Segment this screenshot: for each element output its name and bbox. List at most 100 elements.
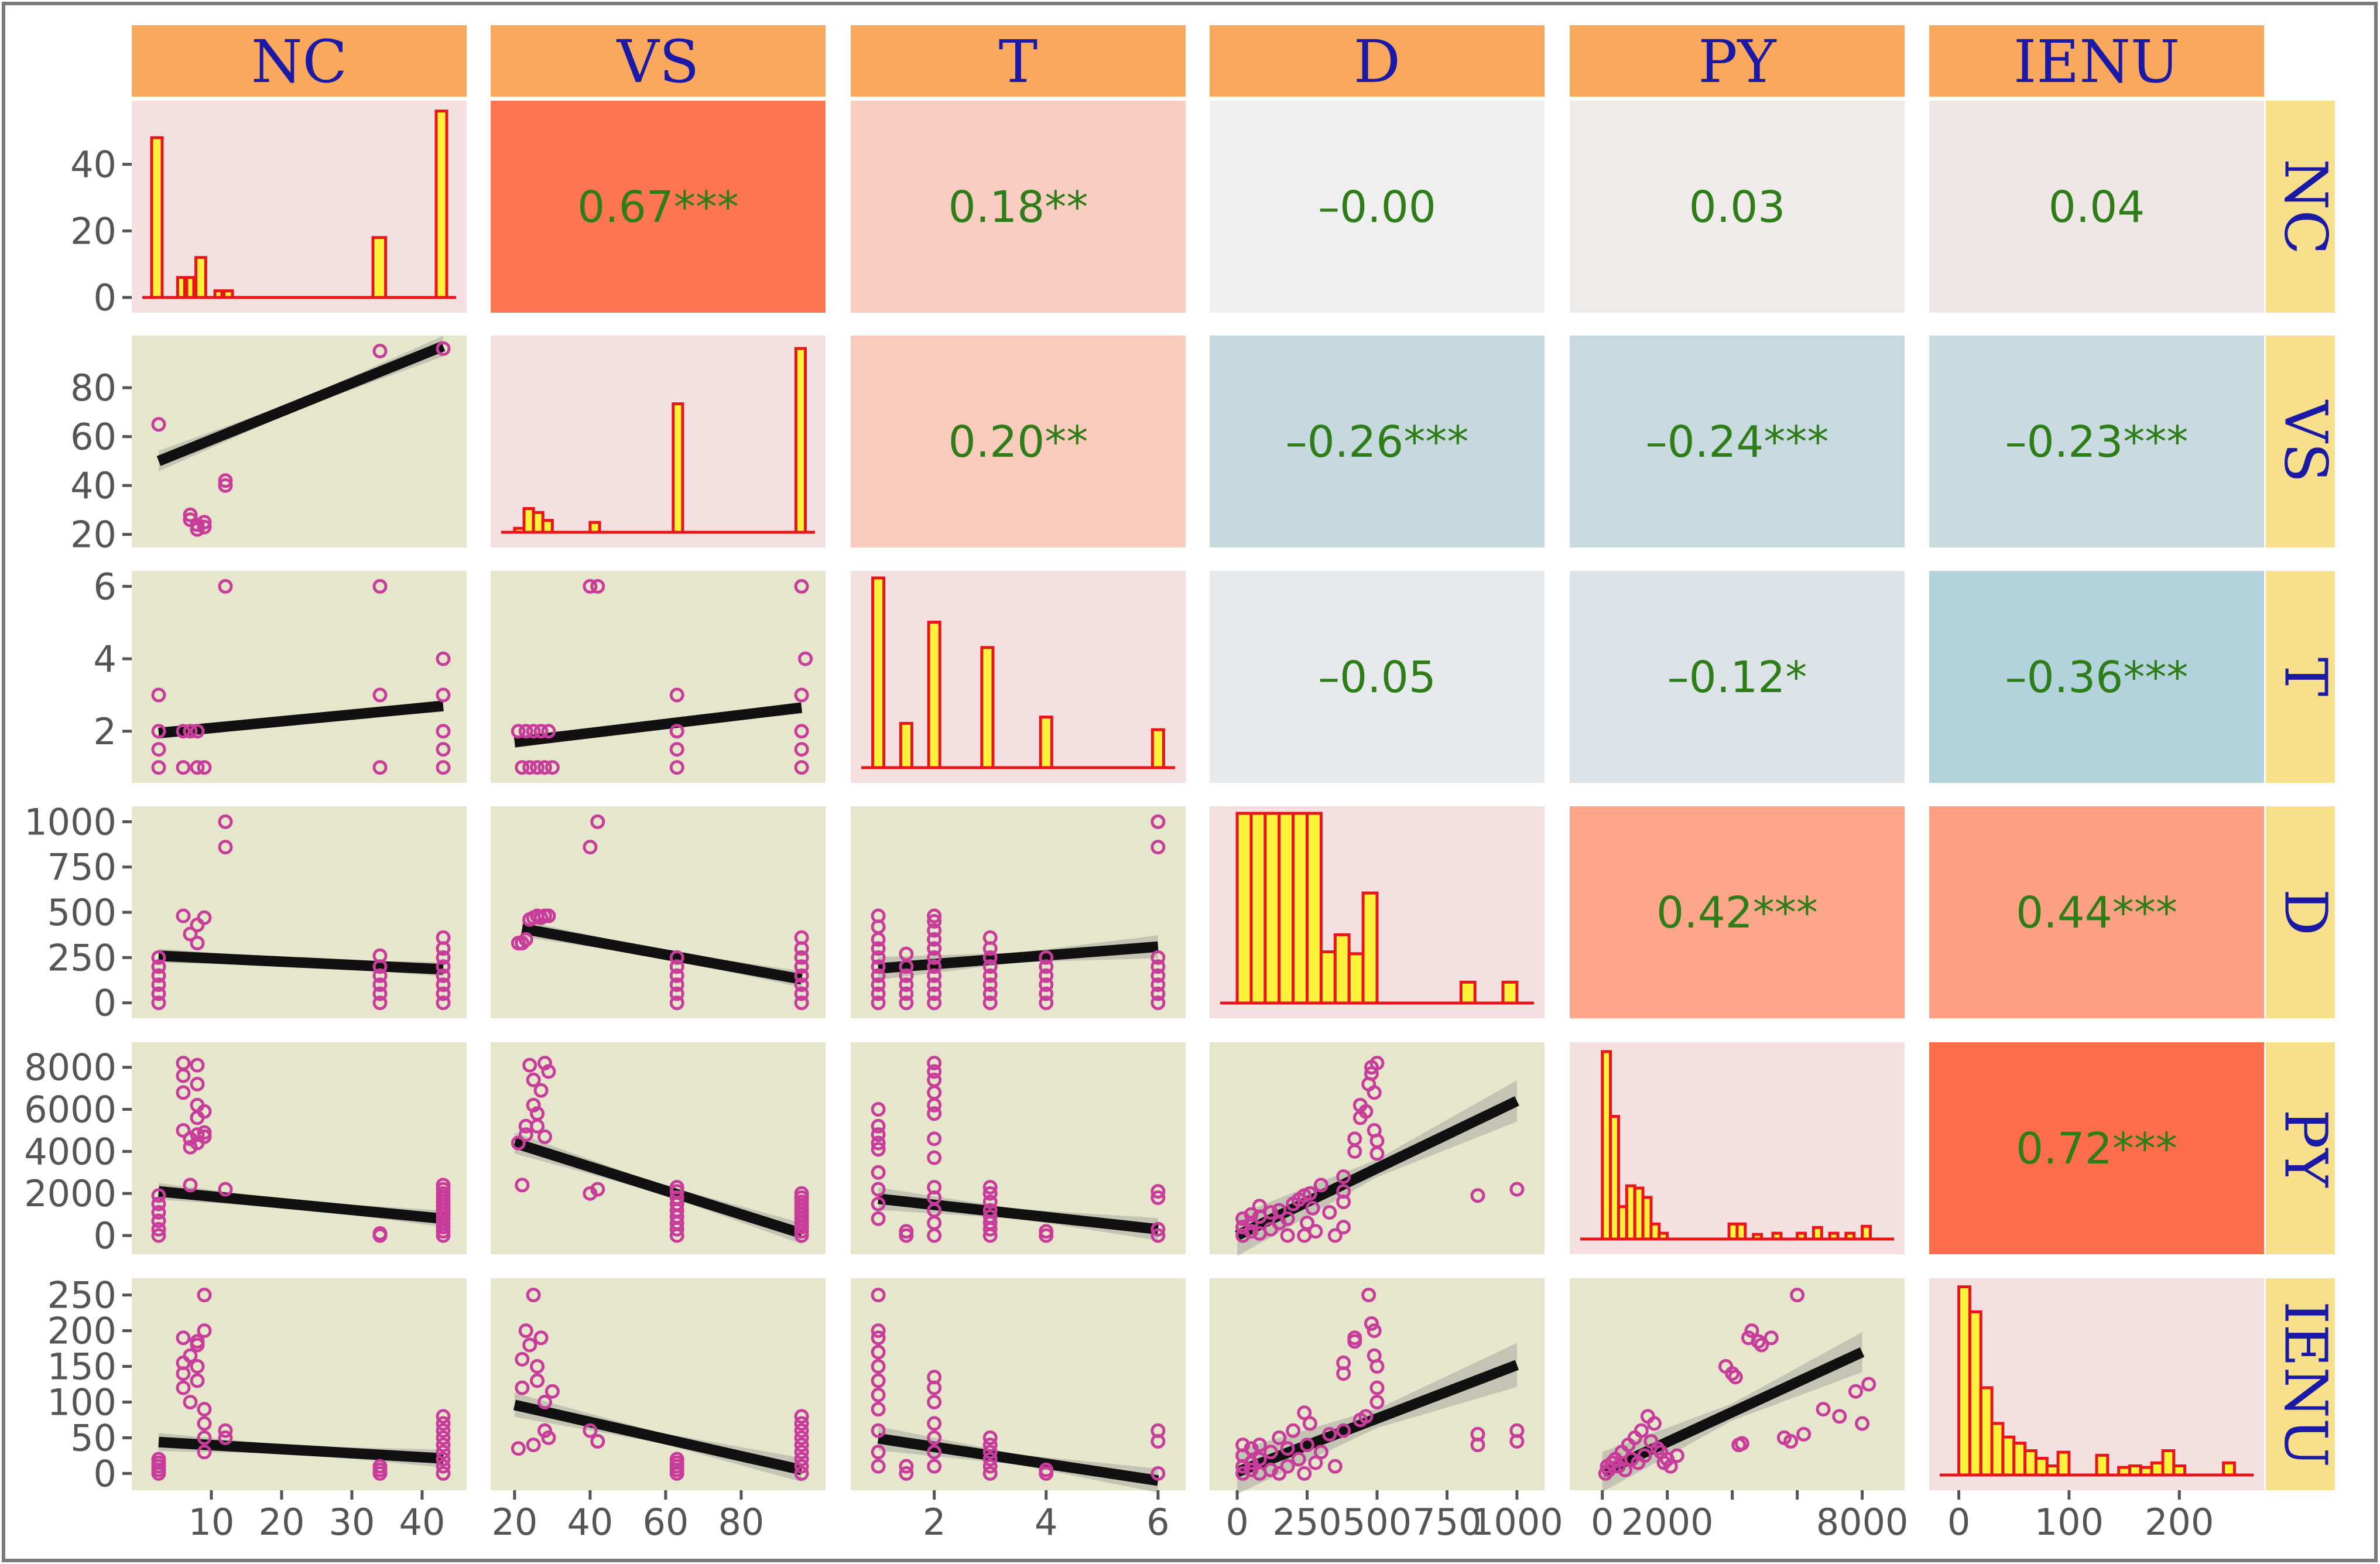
x-tick-label: 1000 — [1471, 1501, 1563, 1544]
correlation-label: 0.44*** — [2016, 888, 2177, 938]
y-tick-label: 1000 — [24, 800, 117, 843]
scatter-point — [1305, 1200, 1320, 1216]
histogram-bar — [2128, 1464, 2142, 1477]
scatter-point — [1358, 1104, 1374, 1119]
scatter-point — [982, 1430, 998, 1445]
histogram-bar — [1771, 1231, 1783, 1241]
scatter-point — [927, 1150, 942, 1165]
scatter-point — [871, 995, 886, 1011]
scatter-point — [436, 724, 451, 739]
histogram-bar — [2139, 1466, 2153, 1477]
scatter-point — [871, 968, 886, 983]
scatter-point — [871, 1323, 886, 1339]
scatter-point — [1308, 1224, 1323, 1239]
y-tick-label: 150 — [47, 1346, 117, 1388]
histogram-bar — [1361, 891, 1379, 1005]
scatter-point — [794, 1409, 809, 1424]
scatter-point — [522, 1337, 537, 1353]
scatter-point — [151, 1228, 166, 1243]
regression-line — [1600, 1347, 1865, 1477]
scatter-point — [1327, 1459, 1343, 1474]
y-tick-label: 2000 — [24, 1172, 117, 1215]
scatter-point — [190, 1127, 205, 1142]
scatter-point — [436, 1459, 451, 1474]
correlation-label: –0.36*** — [2005, 652, 2189, 703]
scatter-point — [1861, 1377, 1876, 1392]
scatter-point — [1336, 1184, 1351, 1199]
column-header-label: PY — [1698, 28, 1776, 96]
scatter-point — [669, 995, 684, 1011]
histogram-bar — [1150, 728, 1165, 769]
scatter-point — [372, 1459, 388, 1474]
scatter-point — [871, 959, 886, 974]
histogram-bar — [1752, 1233, 1763, 1241]
scatter-point — [669, 986, 684, 1001]
histogram-bar — [2056, 1450, 2071, 1477]
scatter-point — [1336, 1220, 1351, 1235]
scatter-point — [436, 968, 451, 983]
scatter-point — [197, 1430, 212, 1445]
panel-2-3 — [1210, 571, 1545, 783]
histogram-bar — [1609, 1115, 1620, 1241]
correlation-label: –0.24*** — [1646, 417, 1829, 467]
regression-line — [513, 1138, 803, 1239]
scatter-point — [151, 959, 166, 974]
scatter-point — [1313, 1445, 1328, 1460]
scatter-point — [218, 814, 233, 829]
scatter-point — [927, 1056, 942, 1071]
scatter-point — [1744, 1323, 1759, 1339]
histogram-bar — [1811, 1226, 1823, 1241]
correlation-label: 0.67*** — [577, 182, 739, 232]
scatter-point — [218, 473, 233, 488]
scatter-point — [218, 579, 233, 594]
scatter-point — [669, 760, 684, 775]
column-header-label: D — [1354, 28, 1400, 96]
scatter-point — [1039, 977, 1054, 993]
scatter-point — [1235, 1466, 1251, 1481]
scatter-point — [1796, 1426, 1811, 1442]
row-strip-ienu — [2266, 1278, 2335, 1490]
y-tick-label: 0 — [94, 1452, 117, 1495]
scatter-point — [1272, 1466, 1287, 1481]
scatter-point — [871, 1127, 886, 1142]
scatter-point — [1150, 968, 1166, 983]
scatter-point — [526, 1288, 541, 1303]
scatter-point — [190, 1076, 205, 1091]
y-tick-label: 500 — [47, 891, 117, 934]
scatter-point — [1150, 977, 1166, 993]
scatter-point — [515, 1178, 530, 1193]
regression-line — [877, 1433, 1159, 1486]
scatter-point — [1150, 986, 1166, 1001]
x-tick-label: 80 — [718, 1501, 764, 1544]
scatter-point — [794, 1459, 809, 1474]
scatter-point — [197, 1323, 212, 1339]
y-tick-label: 8000 — [24, 1046, 117, 1089]
scatter-point — [1280, 1228, 1295, 1243]
column-header-d — [1210, 25, 1545, 97]
scatter-point — [1263, 1205, 1278, 1220]
scatter-point — [151, 950, 166, 965]
histogram-bar — [2117, 1466, 2131, 1477]
regression-line — [513, 1399, 803, 1476]
scatter-point — [927, 1131, 942, 1147]
scatter-point — [176, 1085, 191, 1100]
y-tick-label: 40 — [70, 143, 117, 186]
histogram-bar — [1796, 1231, 1807, 1241]
scatter-point — [176, 1330, 191, 1346]
scatter-point — [982, 930, 998, 945]
scatter-point — [871, 1165, 886, 1180]
scatter-point — [197, 1288, 212, 1303]
row-strip-label: NC — [2271, 159, 2340, 255]
scatter-point — [151, 417, 166, 432]
row-strip-label: T — [2271, 658, 2340, 697]
histogram-bar — [213, 289, 224, 299]
scatter-point — [899, 986, 914, 1001]
scatter-point — [927, 968, 942, 983]
scatter-point — [1244, 1207, 1259, 1222]
scatter-point — [1039, 959, 1054, 974]
y-tick-label: 40 — [70, 464, 117, 507]
histogram-bar — [1658, 1231, 1669, 1241]
scatter-point — [927, 1430, 942, 1445]
scatter-point — [1832, 1409, 1847, 1424]
scatter-point — [899, 968, 914, 983]
